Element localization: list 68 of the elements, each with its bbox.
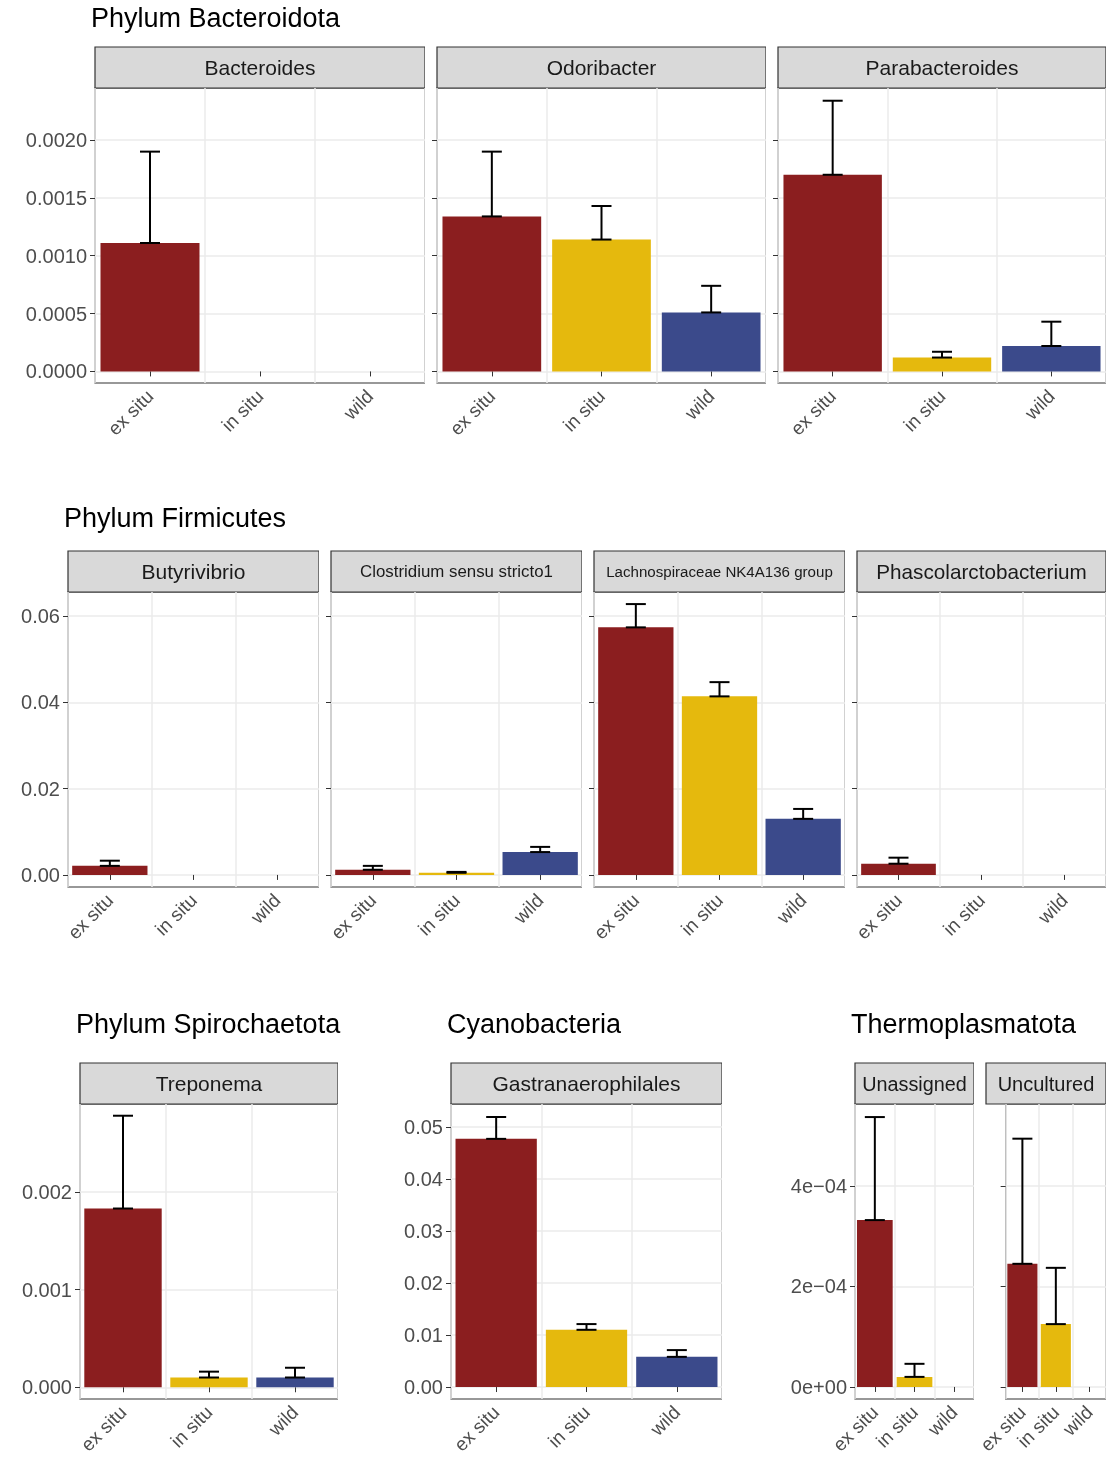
x-tick-label: wild <box>922 1401 962 1441</box>
x-tick-label: wild <box>1020 385 1059 425</box>
bar <box>455 1138 537 1388</box>
text: Thermoplasmatota <box>851 1008 1077 1040</box>
y-tick-label: 0.00 <box>21 863 60 886</box>
x-tick-label: ex situ <box>449 1401 504 1456</box>
x-tick-label: in situ <box>217 385 268 436</box>
bar <box>545 1329 628 1388</box>
y-tick-label: 0.02 <box>404 1271 443 1294</box>
x-tick-label: ex situ <box>589 889 644 944</box>
chart-title: Gastranaerophilales <box>492 1072 681 1095</box>
x-tick-label: in situ <box>899 385 950 436</box>
y-tick-label: 4e−04 <box>790 1174 847 1197</box>
chart-title: Butyrivibrio <box>141 560 246 583</box>
x-tick-label: wild <box>645 1401 685 1441</box>
chart-title: Unassigned <box>862 1072 967 1095</box>
y-tick-label: 0.03 <box>404 1219 443 1242</box>
text: Phylum Bacteroidota <box>91 2 341 34</box>
bar <box>636 1356 718 1388</box>
text: Phylum Spirochaetota <box>76 1008 341 1040</box>
x-tick-label: wild <box>263 1401 303 1441</box>
y-tick-label: 0.00 <box>404 1376 443 1399</box>
y-tick-label: 0.0005 <box>25 302 87 325</box>
chart-title: Bacteroides <box>204 56 316 79</box>
y-tick-label: 0.05 <box>404 1115 443 1138</box>
x-tick-label: wild <box>1033 889 1072 929</box>
x-tick-label: in situ <box>544 1401 594 1452</box>
x-tick-label: ex situ <box>786 385 841 440</box>
y-tick-label: 0e+00 <box>790 1375 847 1398</box>
chart-title: Lachnospiraceae NK4A136 group <box>606 563 833 580</box>
x-tick-label: ex situ <box>103 385 158 440</box>
x-tick-label: wild <box>508 889 548 929</box>
chart-title: Parabacteroides <box>865 56 1019 79</box>
y-tick-label: 0.06 <box>21 605 60 628</box>
x-tick-label: ex situ <box>63 889 118 944</box>
x-tick-label: in situ <box>166 1401 217 1452</box>
x-tick-label: wild <box>245 889 285 929</box>
chart-title: Uncultured <box>997 1072 1095 1095</box>
x-tick-label: in situ <box>677 889 727 940</box>
chart-title: Phascolarctobacterium <box>876 560 1087 583</box>
y-tick-label: 0.02 <box>21 777 60 800</box>
chart-title: Treponema <box>155 1072 263 1095</box>
x-tick-label: in situ <box>939 889 989 940</box>
y-tick-label: 0.01 <box>404 1324 443 1347</box>
x-tick-label: wild <box>771 889 811 929</box>
x-tick-label: ex situ <box>326 889 381 944</box>
y-tick-label: 0.0020 <box>25 129 87 152</box>
y-tick-label: 0.0010 <box>25 244 87 267</box>
x-tick-label: in situ <box>559 385 609 436</box>
y-tick-label: 0.04 <box>21 691 60 714</box>
text: Phylum Firmicutes <box>64 502 287 534</box>
chart-title: Odoribacter <box>546 56 657 79</box>
x-tick-label: in situ <box>151 889 201 940</box>
x-tick-label: ex situ <box>76 1401 131 1456</box>
y-tick-label: 2e−04 <box>790 1275 847 1298</box>
y-tick-label: 0.001 <box>21 1278 72 1301</box>
chart-title: Clostridium sensu stricto1 <box>360 562 553 581</box>
y-tick-label: 0.0015 <box>25 186 87 209</box>
y-tick-label: 0.002 <box>21 1180 72 1203</box>
y-tick-label: 0.000 <box>21 1376 72 1399</box>
x-tick-label: ex situ <box>852 889 906 944</box>
text: Cyanobacteria <box>447 1008 622 1040</box>
y-tick-label: 0.04 <box>404 1167 443 1190</box>
x-tick-label: ex situ <box>445 385 500 440</box>
x-tick-label: wild <box>679 385 719 425</box>
x-tick-label: in situ <box>414 889 464 940</box>
y-tick-label: 0.0000 <box>25 360 87 383</box>
x-tick-label: wild <box>338 385 378 425</box>
